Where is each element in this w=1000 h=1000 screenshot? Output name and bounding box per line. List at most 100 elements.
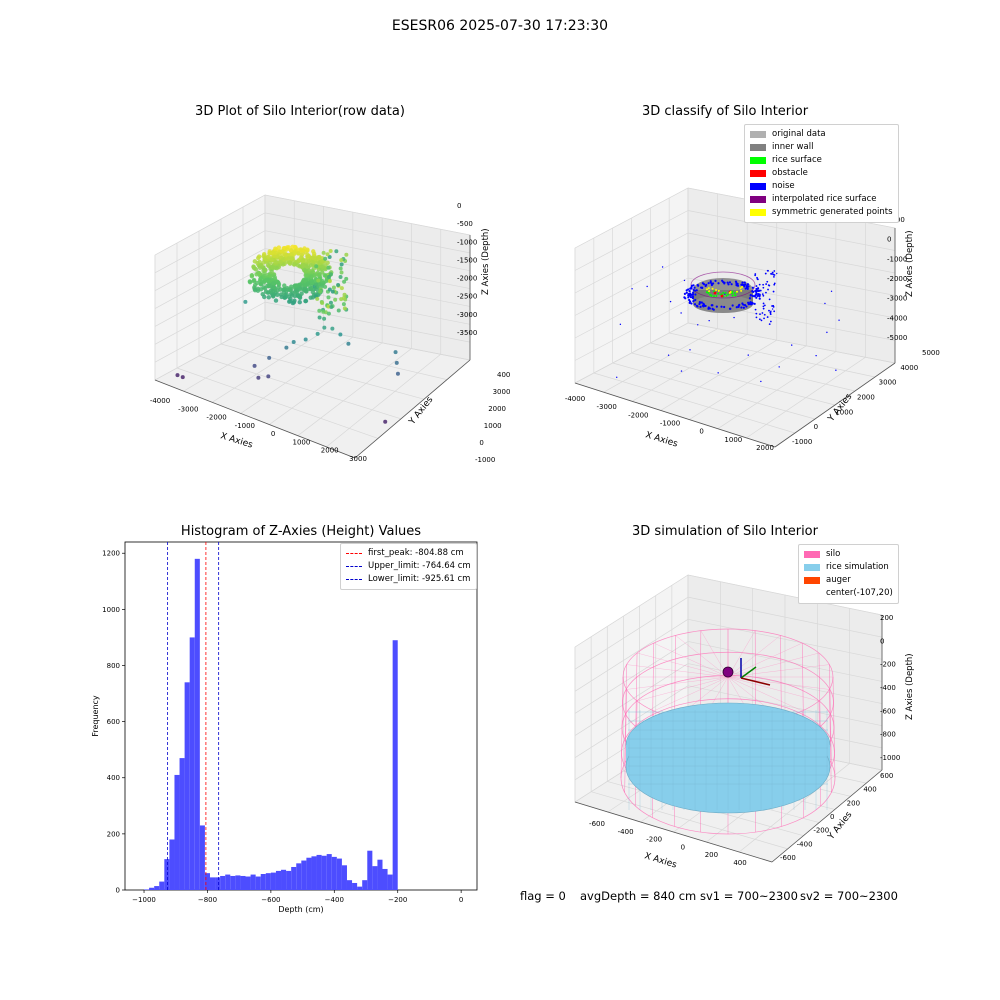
grid-left-z (574, 618, 689, 692)
plot2-legend-label: interpolated rice surface (772, 194, 877, 204)
plot2-noise-point (771, 271, 774, 274)
plot3-bar (169, 839, 175, 890)
plot1-cloud-point (273, 260, 278, 265)
plot2-noise-point (687, 288, 690, 291)
plot1-wall-point (314, 264, 319, 269)
plot2-z-tick: -2000 (887, 275, 907, 283)
plot1-cloud-point (305, 281, 310, 286)
plot2-rice-point (707, 292, 710, 295)
plot2-noise-point (711, 282, 715, 285)
plot2-rice-point (722, 291, 725, 294)
grid-back-z (687, 574, 883, 616)
plot3-bar (275, 870, 282, 890)
plot3-bar (362, 880, 368, 890)
figure-suptitle: ESESR06 2025-07-30 17:23:30 (391, 18, 609, 34)
plot2-rice-point (731, 290, 734, 293)
plot2-noise-point (761, 293, 764, 296)
plot2-noise-point (710, 283, 713, 287)
plot3-y-tick: 1200 (102, 550, 120, 558)
plot4-legend-label: center(-107,20) (826, 588, 893, 598)
plot4-y-tick: -600 (780, 854, 796, 862)
plot1-wall-point (339, 258, 344, 263)
plot1-cloud-point (259, 279, 264, 284)
plot1-wall-point (318, 289, 323, 294)
plot2-noise-point (824, 302, 826, 305)
plot1-wall-point (341, 296, 346, 301)
plot2-symmetric-point (705, 288, 708, 291)
plot2-noise-point (696, 283, 699, 287)
plot4-silo-spoke (637, 652, 729, 678)
plot2-symmetric-point (741, 286, 744, 289)
plot2-noise-point (619, 323, 622, 326)
plot1-cloud-point (309, 285, 314, 291)
plot2-symmetric-point (707, 287, 710, 290)
plot3-bar (372, 866, 378, 890)
plot3-legend-line (346, 553, 362, 554)
grid-left-z (574, 187, 689, 249)
plot2-legend-label: rice surface (772, 155, 822, 165)
plot1-cloud-point (276, 245, 282, 250)
plot1-cloud-point (311, 255, 316, 261)
plot2-noise-point (746, 283, 750, 286)
plot2-noise-point (756, 276, 758, 279)
plot2-noise-point (680, 312, 682, 314)
plot3-bar (296, 863, 302, 890)
plot1-z-tick: -3000 (457, 311, 477, 319)
plot1-z-tick: -2000 (457, 275, 477, 283)
plot1-cloud-point (285, 256, 291, 261)
plot2-z-tick: -5000 (887, 334, 907, 342)
plot1-cloud-point (304, 273, 309, 278)
plot1-cloud-point (289, 284, 294, 289)
grid-floor-x (211, 331, 324, 403)
plot1-wall-point (336, 282, 341, 287)
plot1-wall-point (342, 306, 347, 311)
plot2-legend-label: obstacle (772, 168, 808, 178)
plot2-legend-swatch (750, 131, 766, 138)
plot2-y-tick: 5000 (922, 349, 940, 357)
plot2-noise-point (702, 303, 706, 306)
plot2-noise-point (766, 280, 769, 283)
plot4-legend-swatch (804, 590, 820, 597)
plot2-y-tick: -1000 (792, 438, 812, 446)
plot2-z-tick: -4000 (887, 314, 907, 322)
plot3-xlabel: Depth (cm) (278, 905, 323, 914)
plot1-cloud-point (273, 246, 278, 251)
plot2-noise-point (758, 295, 761, 298)
plot4-x-tick: 0 (681, 843, 685, 851)
plot1-cloud-point (292, 250, 298, 255)
plot1-wall-point (329, 304, 334, 309)
plot4-auger (722, 658, 771, 686)
grid-back-z (687, 596, 883, 638)
plot2-noise-point (694, 293, 697, 296)
grid-floor-y (669, 332, 876, 378)
plot1-cloud-point (262, 286, 268, 291)
plot1-wall-point (328, 300, 333, 305)
plot2-noise-point (720, 305, 723, 308)
plot1-cloud-point (278, 259, 283, 265)
plot2-x-tick: 1000 (724, 436, 742, 444)
grid-floor-x (297, 348, 412, 436)
plot2-noise-point (741, 302, 744, 305)
plot2-noise-point (761, 312, 764, 314)
plot1-cloud-point (247, 279, 253, 285)
plot2-noise-point (755, 312, 758, 315)
plot3-legend-label: Upper_limit: -764.64 cm (368, 561, 471, 571)
plot1-wall-point (334, 249, 339, 254)
grid-left-z (154, 248, 266, 309)
plot2-noise-point (756, 295, 759, 298)
plot1-3d-raw: -4000 -3000 -2000 -1000 0 1000 2000 3000 -1000 0 1… (150, 194, 510, 464)
plot1-wall-point (344, 276, 349, 281)
plot2-noise-point (778, 366, 780, 368)
plot2-noise-point (688, 301, 691, 304)
plot1-cloud-point (269, 269, 274, 275)
plot2-noise-point (689, 349, 691, 351)
plot4-legend-entry: rice simulation (804, 561, 893, 574)
grid-left-z (574, 277, 689, 339)
plot4-legend-swatch (804, 577, 820, 584)
plot1-cloud-point (289, 256, 294, 261)
plot2-noise-point (745, 286, 749, 289)
plot2-noise-point (691, 293, 694, 296)
plot1-data-point (291, 339, 296, 344)
plot2-rice-point (734, 294, 737, 297)
plot2-noise-point (734, 280, 738, 283)
